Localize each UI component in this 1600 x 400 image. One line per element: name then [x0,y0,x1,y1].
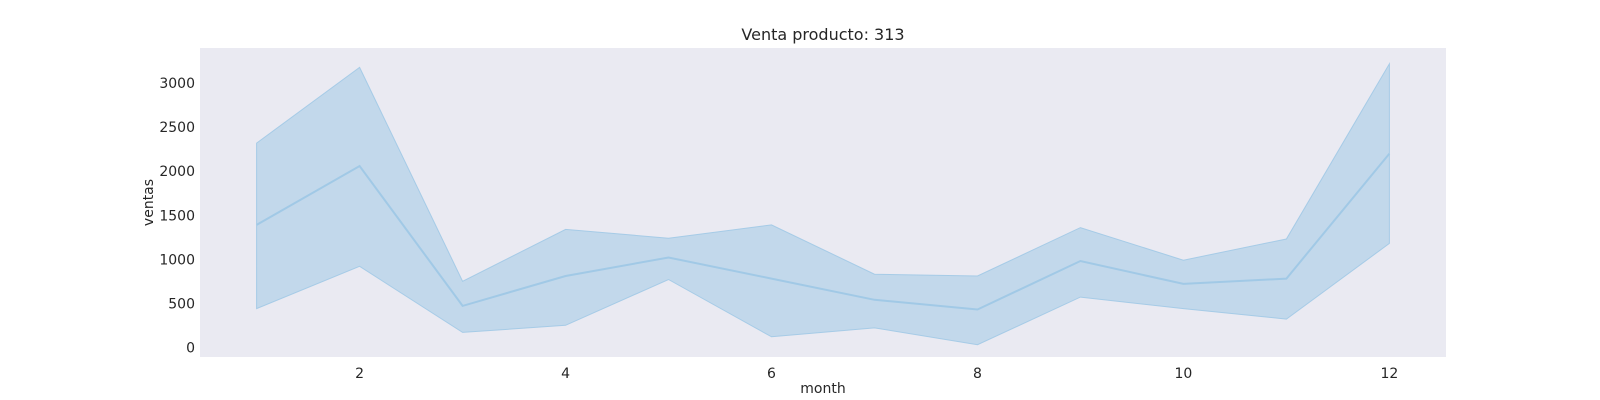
x-tick-label: 4 [561,366,570,382]
series-line-0 [256,152,1391,311]
chart-title: Venta producto: 313 [741,25,904,44]
y-tick-label: 2000 [159,164,195,180]
y-tick-label: 0 [186,340,195,356]
y-axis-ticks: 0 500 1000 1500 2000 2500 3000 [159,76,195,356]
data-point [255,223,258,226]
x-axis-ticks: 2 4 6 8 10 12 [355,366,1398,382]
data-point [1285,277,1288,280]
y-axis-label: ventas [141,179,157,226]
data-point [667,256,670,259]
data-point [873,298,876,301]
data-point [1182,282,1185,285]
x-axis-label: month [800,381,845,397]
x-tick-label: 2 [355,366,364,382]
y-tick-label: 500 [168,296,195,312]
y-tick-label: 3000 [159,76,195,92]
data-point [461,304,464,307]
confidence-band-0 [256,61,1390,346]
data-point [358,165,361,168]
confidence-band-layer [256,61,1390,346]
data-point [976,308,979,311]
data-point [770,277,773,280]
series-line-layer [255,152,1391,311]
x-tick-label: 8 [973,366,982,382]
y-tick-label: 1000 [159,252,195,268]
data-point [1388,152,1391,155]
data-point [564,275,567,278]
data-point [1079,260,1082,263]
x-tick-label: 10 [1174,366,1192,382]
y-tick-label: 1500 [159,208,195,224]
y-tick-label: 2500 [159,120,195,136]
x-tick-label: 12 [1380,366,1398,382]
x-tick-label: 6 [767,366,776,382]
